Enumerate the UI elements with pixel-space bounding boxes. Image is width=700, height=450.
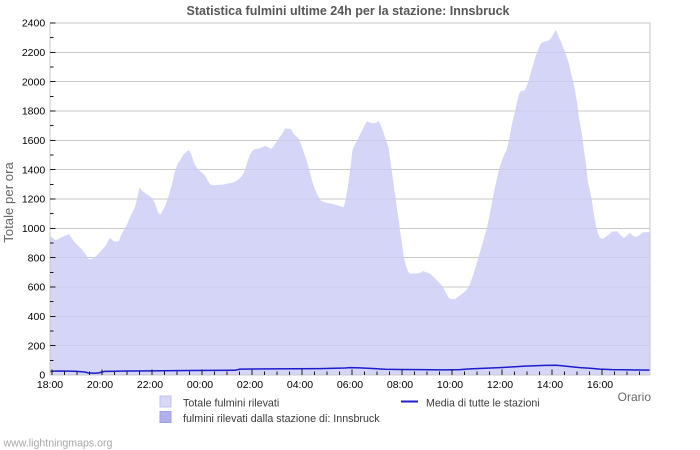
svg-text:200: 200 [28, 340, 46, 352]
svg-text:Media di tutte le stazioni: Media di tutte le stazioni [426, 398, 540, 410]
svg-text:20:00: 20:00 [87, 379, 113, 391]
svg-text:Totale fulmini rilevati: Totale fulmini rilevati [183, 398, 279, 410]
svg-text:06:00: 06:00 [337, 379, 363, 391]
svg-text:0: 0 [39, 370, 45, 382]
svg-text:1200: 1200 [22, 194, 46, 206]
svg-text:10:00: 10:00 [437, 379, 463, 391]
svg-text:2200: 2200 [22, 47, 46, 59]
svg-text:08:00: 08:00 [387, 379, 413, 391]
svg-text:14:00: 14:00 [537, 379, 563, 391]
svg-text:www.lightningmaps.org: www.lightningmaps.org [3, 438, 113, 450]
svg-text:fulmini rilevati dalla stazion: fulmini rilevati dalla stazione di: Inns… [183, 413, 380, 425]
svg-text:04:00: 04:00 [287, 379, 313, 391]
svg-text:800: 800 [28, 252, 46, 264]
svg-text:Orario: Orario [618, 390, 652, 404]
svg-text:00:00: 00:00 [187, 379, 213, 391]
svg-text:1800: 1800 [22, 106, 46, 118]
svg-text:12:00: 12:00 [487, 379, 513, 391]
svg-text:Totale per ora: Totale per ora [1, 162, 16, 243]
svg-text:400: 400 [28, 311, 46, 323]
svg-text:1400: 1400 [22, 164, 46, 176]
svg-text:02:00: 02:00 [237, 379, 263, 391]
svg-text:1000: 1000 [22, 223, 46, 235]
svg-text:Statistica fulmini ultime 24h: Statistica fulmini ultime 24h per la sta… [187, 4, 510, 18]
svg-text:2000: 2000 [22, 76, 46, 88]
svg-text:18:00: 18:00 [37, 379, 63, 391]
svg-text:22:00: 22:00 [137, 379, 163, 391]
svg-text:2400: 2400 [22, 18, 46, 30]
svg-text:16:00: 16:00 [587, 379, 613, 391]
svg-text:1600: 1600 [22, 135, 46, 147]
svg-text:600: 600 [28, 282, 46, 294]
